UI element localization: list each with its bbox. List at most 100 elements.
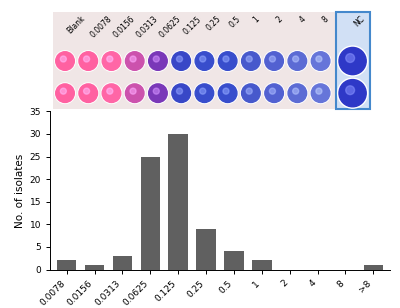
Ellipse shape xyxy=(265,84,284,103)
Text: 1: 1 xyxy=(251,14,261,24)
Ellipse shape xyxy=(287,83,308,103)
Ellipse shape xyxy=(176,56,182,62)
Ellipse shape xyxy=(79,84,98,103)
Ellipse shape xyxy=(56,84,74,103)
Text: Blank: Blank xyxy=(65,14,86,36)
Ellipse shape xyxy=(194,83,215,103)
Ellipse shape xyxy=(130,56,136,62)
Ellipse shape xyxy=(60,88,66,94)
Ellipse shape xyxy=(176,88,182,94)
Ellipse shape xyxy=(316,56,322,62)
Text: 0.25: 0.25 xyxy=(204,14,223,33)
Bar xyxy=(196,229,216,270)
Ellipse shape xyxy=(270,56,276,62)
Ellipse shape xyxy=(153,56,159,62)
Text: 0.0313: 0.0313 xyxy=(135,14,160,39)
Ellipse shape xyxy=(346,54,354,63)
Ellipse shape xyxy=(101,51,122,71)
Ellipse shape xyxy=(242,84,260,103)
Ellipse shape xyxy=(172,52,190,70)
Text: 4: 4 xyxy=(297,14,307,24)
Ellipse shape xyxy=(270,88,276,94)
Ellipse shape xyxy=(78,51,98,71)
Ellipse shape xyxy=(265,52,284,70)
Ellipse shape xyxy=(102,52,121,70)
Ellipse shape xyxy=(194,51,215,71)
Text: NC: NC xyxy=(353,14,367,28)
Ellipse shape xyxy=(60,56,66,62)
Ellipse shape xyxy=(310,51,331,71)
Text: 0.0078: 0.0078 xyxy=(88,14,114,39)
Ellipse shape xyxy=(241,83,261,103)
Ellipse shape xyxy=(338,46,368,76)
Ellipse shape xyxy=(288,52,307,70)
Ellipse shape xyxy=(223,56,229,62)
Ellipse shape xyxy=(55,83,75,103)
Bar xyxy=(113,256,132,270)
Ellipse shape xyxy=(264,51,284,71)
Ellipse shape xyxy=(200,88,206,94)
Bar xyxy=(57,261,76,270)
Bar xyxy=(252,261,272,270)
FancyBboxPatch shape xyxy=(336,12,370,109)
Ellipse shape xyxy=(107,56,113,62)
Text: 0.0156: 0.0156 xyxy=(112,14,137,39)
Ellipse shape xyxy=(316,88,322,94)
Bar xyxy=(140,156,160,270)
Ellipse shape xyxy=(200,56,206,62)
Ellipse shape xyxy=(101,83,122,103)
Text: 0.125: 0.125 xyxy=(181,14,203,36)
Ellipse shape xyxy=(339,79,366,107)
Ellipse shape xyxy=(218,51,238,71)
Bar xyxy=(168,134,188,270)
Ellipse shape xyxy=(223,88,229,94)
Ellipse shape xyxy=(148,83,168,103)
Ellipse shape xyxy=(84,88,90,94)
Ellipse shape xyxy=(311,52,330,70)
Ellipse shape xyxy=(195,84,214,103)
Text: 0.0625: 0.0625 xyxy=(158,14,183,39)
Ellipse shape xyxy=(149,84,167,103)
Ellipse shape xyxy=(246,88,252,94)
Ellipse shape xyxy=(171,83,192,103)
Ellipse shape xyxy=(246,56,252,62)
Ellipse shape xyxy=(218,84,237,103)
Text: 2: 2 xyxy=(274,14,284,24)
Text: 0.5: 0.5 xyxy=(228,14,242,29)
Ellipse shape xyxy=(346,86,354,95)
Ellipse shape xyxy=(126,52,144,70)
Ellipse shape xyxy=(293,56,299,62)
Ellipse shape xyxy=(107,88,113,94)
Bar xyxy=(364,265,383,270)
Ellipse shape xyxy=(78,83,98,103)
Ellipse shape xyxy=(338,78,368,108)
Text: 8: 8 xyxy=(320,14,330,24)
Ellipse shape xyxy=(241,51,261,71)
Ellipse shape xyxy=(172,84,190,103)
Ellipse shape xyxy=(339,47,366,75)
Ellipse shape xyxy=(311,84,330,103)
Ellipse shape xyxy=(124,51,145,71)
Ellipse shape xyxy=(287,51,308,71)
Bar xyxy=(224,251,244,270)
Ellipse shape xyxy=(130,88,136,94)
Ellipse shape xyxy=(149,52,167,70)
Ellipse shape xyxy=(56,52,74,70)
Ellipse shape xyxy=(148,51,168,71)
FancyBboxPatch shape xyxy=(54,12,336,109)
Ellipse shape xyxy=(84,56,90,62)
Ellipse shape xyxy=(153,88,159,94)
Ellipse shape xyxy=(124,83,145,103)
Ellipse shape xyxy=(102,84,121,103)
Ellipse shape xyxy=(293,88,299,94)
Ellipse shape xyxy=(310,83,331,103)
Ellipse shape xyxy=(288,84,307,103)
Ellipse shape xyxy=(195,52,214,70)
Ellipse shape xyxy=(264,83,284,103)
Ellipse shape xyxy=(171,51,192,71)
Bar xyxy=(85,265,104,270)
Ellipse shape xyxy=(79,52,98,70)
Ellipse shape xyxy=(126,84,144,103)
Ellipse shape xyxy=(242,52,260,70)
Ellipse shape xyxy=(218,83,238,103)
